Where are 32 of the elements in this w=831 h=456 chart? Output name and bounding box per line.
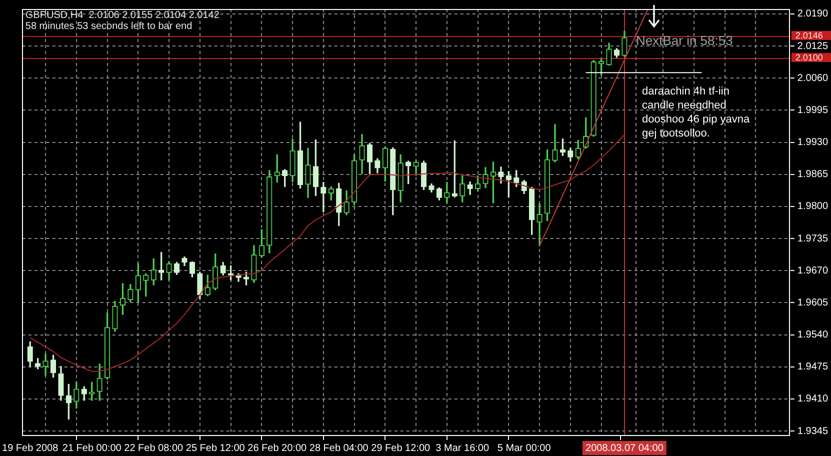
x-tick-label: 2008.03.07 04:00 xyxy=(586,442,664,454)
x-tick-label: 5 Mar 00:00 xyxy=(497,442,552,454)
y-tick-label: 1.9995 xyxy=(797,104,828,116)
y-tick-label: 1.9605 xyxy=(797,297,828,308)
chart-title: GBPUSD,H4 2.0106 2.0155 2.0104 2.0142 xyxy=(25,10,220,21)
y-tick-label: 1.9410 xyxy=(797,394,828,405)
annotation: daraachin 4h tf-iin candle neegdhed dooshoo 46 pip yavna gej tootsolloo. xyxy=(642,86,751,140)
y-tick-label: 2.0190 xyxy=(797,8,828,20)
annotation: NextBar in 58:53 xyxy=(636,33,733,48)
x-tick-label: 19 Feb 2008 xyxy=(2,442,59,454)
x-tick-label: 22 Feb 08:00 xyxy=(124,442,184,454)
y-tick-label: 2.0060 xyxy=(797,72,828,84)
candlestick xyxy=(444,182,450,204)
y-tick-label: 1.9930 xyxy=(797,137,828,148)
y-tick-label: 1.9735 xyxy=(797,233,828,244)
y-tick-label: 1.9475 xyxy=(797,362,828,373)
x-tick-label: 25 Feb 12:00 xyxy=(186,442,246,454)
y-tick-label: 1.9670 xyxy=(797,265,828,276)
x-tick-label: 21 Feb 00:00 xyxy=(62,442,122,454)
y-tick-label: 1.9800 xyxy=(797,201,828,212)
x-tick-label: 3 Mar 16:00 xyxy=(436,442,490,454)
y-tick-label: 1.9345 xyxy=(797,426,828,437)
x-tick-label: 29 Feb 12:00 xyxy=(371,442,431,454)
ref-line-label: 2.0100 xyxy=(795,52,823,62)
text: 58 minutes 53 seconds left to bar end xyxy=(25,20,192,32)
x-tick-label: 26 Feb 20:00 xyxy=(248,442,308,454)
candlestick xyxy=(536,203,542,246)
x-tick-label: 28 Feb 04:00 xyxy=(309,442,369,454)
y-tick-label: 1.9865 xyxy=(797,169,828,180)
y-tick-label: 2.0125 xyxy=(797,40,828,52)
ref-line-label: 2.0146 xyxy=(795,30,823,40)
y-tick-label: 1.9540 xyxy=(797,330,828,341)
